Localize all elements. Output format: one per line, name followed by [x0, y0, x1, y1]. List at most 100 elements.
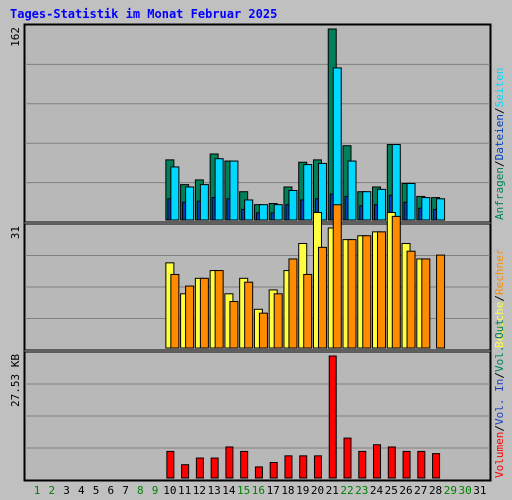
bar-seiten-day-12 — [199, 184, 209, 221]
bar-volumen-day-12 — [195, 457, 204, 479]
panel-max-label: 27.53 KB — [9, 354, 22, 407]
bar-volumen-day-10 — [166, 450, 175, 479]
bar-rechner-day-27 — [421, 258, 431, 349]
bar-volumen-day-26 — [402, 450, 411, 479]
day-label-14: 14 — [222, 484, 236, 497]
bar-rechner-day-24 — [377, 231, 387, 349]
bar-seiten-day-18 — [288, 190, 298, 221]
day-label-8: 8 — [137, 484, 144, 497]
day-label-28: 28 — [429, 484, 442, 497]
day-label-5: 5 — [93, 484, 100, 497]
bar-volumen-day-27 — [417, 450, 426, 479]
bar-seiten-day-16 — [258, 204, 268, 221]
bar-rechner-day-10 — [170, 273, 180, 349]
day-label-4: 4 — [78, 484, 85, 497]
panel-hits — [24, 24, 491, 223]
legend-entry: Dateien — [493, 114, 506, 160]
bar-seiten-day-19 — [303, 164, 313, 221]
bar-seiten-day-11 — [185, 186, 195, 221]
bar-seiten-day-24 — [377, 188, 387, 221]
bar-rechner-day-18 — [288, 258, 298, 349]
bar-rechner-day-16 — [258, 312, 268, 349]
bar-rechner-day-13 — [214, 270, 224, 349]
bar-seiten-day-15 — [244, 199, 254, 221]
bar-rechner-day-22 — [347, 239, 357, 349]
bar-seiten-day-27 — [421, 197, 431, 221]
day-label-18: 18 — [281, 484, 294, 497]
bar-rechner-day-21 — [332, 204, 342, 349]
panel-legend: Anfragen/Dateien/Seiten — [493, 68, 506, 220]
legend-entry: / — [493, 425, 506, 432]
day-label-30: 30 — [458, 484, 471, 497]
bar-seiten-day-13 — [214, 158, 224, 221]
panel-legend: Besuche/Rechner — [493, 248, 506, 348]
day-label-27: 27 — [414, 484, 427, 497]
legend-entry: / — [493, 295, 506, 302]
bar-volumen-day-13 — [210, 457, 219, 479]
day-label-29: 29 — [444, 484, 457, 497]
bar-seiten-day-26 — [406, 182, 416, 221]
bar-rechner-day-20 — [317, 246, 327, 349]
bar-volumen-day-11 — [181, 464, 190, 479]
bar-rechner-day-26 — [406, 250, 416, 349]
legend-entry: / — [493, 160, 506, 167]
day-label-24: 24 — [370, 484, 384, 497]
bar-rechner-day-25 — [391, 215, 401, 349]
panel-max-label: 162 — [9, 27, 22, 47]
day-label-25: 25 — [385, 484, 398, 497]
day-label-13: 13 — [208, 484, 221, 497]
day-label-31: 31 — [473, 484, 486, 497]
day-label-23: 23 — [355, 484, 368, 497]
bar-seiten-day-23 — [362, 191, 372, 221]
bar-volumen-day-17 — [269, 461, 278, 479]
bar-seiten-day-25 — [391, 144, 401, 221]
legend-entry: Anfragen — [493, 167, 506, 220]
bar-rechner-day-12 — [199, 277, 209, 349]
day-label-21: 21 — [326, 484, 339, 497]
bar-volumen-day-19 — [299, 455, 308, 479]
bar-volumen-day-16 — [254, 466, 263, 479]
day-label-17: 17 — [267, 484, 280, 497]
bar-volumen-day-22 — [343, 437, 352, 479]
day-label-16: 16 — [252, 484, 265, 497]
bar-volumen-day-24 — [373, 444, 382, 479]
day-label-3: 3 — [63, 484, 70, 497]
day-label-12: 12 — [193, 484, 206, 497]
day-label-15: 15 — [237, 484, 250, 497]
legend-entry: Vol. Out — [493, 319, 506, 372]
day-label-9: 9 — [152, 484, 159, 497]
bar-seiten-day-20 — [317, 162, 327, 221]
chart-title: Tages-Statistik im Monat Februar 2025 — [10, 7, 278, 21]
bar-seiten-day-17 — [273, 204, 283, 221]
bar-volumen-day-21 — [328, 355, 337, 479]
day-label-1: 1 — [34, 484, 41, 497]
bar-volumen-day-14 — [225, 446, 234, 479]
bar-seiten-day-22 — [347, 160, 357, 221]
bar-seiten-day-28 — [436, 198, 446, 221]
day-label-20: 20 — [311, 484, 324, 497]
legend-entry: Vol. In — [493, 379, 506, 425]
legend-entry: / — [493, 107, 506, 114]
day-label-11: 11 — [178, 484, 191, 497]
chart-frame — [23, 23, 492, 482]
bar-volumen-day-20 — [313, 455, 322, 479]
day-label-26: 26 — [399, 484, 412, 497]
legend-entry: Besuche — [493, 302, 506, 348]
bar-seiten-day-10 — [170, 166, 180, 221]
day-label-6: 6 — [107, 484, 114, 497]
legend-entry: / — [493, 372, 506, 379]
panel-max-label: 31 — [9, 226, 22, 239]
day-label-19: 19 — [296, 484, 309, 497]
day-label-22: 22 — [340, 484, 353, 497]
legend-entry: Volumen — [493, 432, 506, 478]
bar-volumen-day-25 — [387, 446, 396, 479]
bar-rechner-day-19 — [303, 273, 313, 349]
day-label-2: 2 — [48, 484, 55, 497]
bar-volumen-day-18 — [284, 455, 293, 479]
legend-entry: Seiten — [493, 68, 506, 108]
legend-entry: Rechner — [493, 248, 506, 295]
panel-legend: Volumen/Vol. In/Vol. Out — [493, 319, 506, 478]
bar-volumen-day-23 — [358, 450, 367, 479]
bar-rechner-day-15 — [244, 281, 254, 349]
